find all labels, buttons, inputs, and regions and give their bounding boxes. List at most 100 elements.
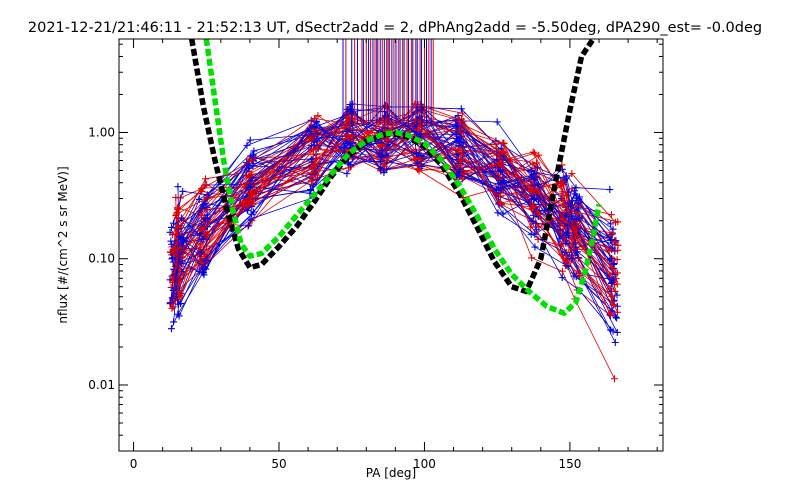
flux-point [614, 218, 622, 226]
flux-point [575, 199, 583, 207]
flux-point [310, 160, 318, 168]
fit-curves [188, 37, 602, 316]
x-tick-label: 150 [558, 457, 581, 471]
flux-point [313, 154, 321, 162]
flux-point [568, 212, 576, 220]
flux-point [571, 228, 579, 236]
flux-point [174, 183, 182, 191]
flux-point [167, 325, 175, 333]
flux-point [168, 223, 176, 231]
flux-trace [169, 108, 617, 319]
flux-point [529, 148, 537, 156]
flux-point [347, 105, 354, 113]
flux-point [611, 287, 619, 295]
y-tick-label: 1.00 [88, 125, 115, 139]
flux-point [167, 237, 175, 245]
flux-point [497, 192, 505, 200]
flux-point [416, 131, 424, 139]
flux-point [576, 271, 584, 279]
flux-point [562, 239, 570, 247]
flux-point [534, 187, 542, 195]
flux-trace [172, 119, 612, 281]
flux-point [613, 328, 621, 336]
flux-point [499, 148, 507, 156]
flux-point [452, 130, 460, 138]
flux-point [384, 136, 392, 144]
flux-point [378, 153, 386, 161]
flux-point [169, 303, 177, 311]
flux-point [493, 118, 501, 126]
flux-point [496, 161, 504, 169]
flux-point [558, 267, 566, 275]
flux-point [244, 197, 252, 205]
flux-point [177, 292, 185, 300]
y-tick-label: 0.10 [88, 252, 115, 266]
plot-frame [118, 38, 664, 452]
flux-point [198, 264, 206, 272]
flux-point [529, 171, 537, 179]
flux-point [173, 286, 181, 294]
flux-point [412, 146, 420, 154]
flux-point [202, 256, 210, 264]
flux-point [613, 291, 621, 299]
flux-point [175, 312, 183, 320]
flux-point [607, 254, 615, 262]
flux-point [572, 249, 580, 257]
flux-point [308, 130, 316, 138]
flux-point [534, 209, 542, 217]
flux-point [177, 244, 185, 252]
flux-point [174, 231, 182, 239]
flux-point [170, 318, 178, 326]
flux-trace [171, 120, 614, 265]
flux-point [457, 148, 465, 156]
flux-point [559, 196, 567, 204]
flux-point [178, 214, 186, 222]
flux-point [342, 139, 350, 147]
x-tick-label: 0 [130, 457, 138, 471]
flux-point [568, 170, 576, 178]
flux-point [563, 229, 571, 237]
flux-point [561, 249, 569, 257]
flux-point [575, 214, 583, 222]
flux-point [529, 160, 537, 168]
flux-point [455, 126, 463, 134]
y-axis-label: nflux [#/(cm^2 s sr MeV)] [56, 166, 70, 323]
flux-trace [172, 115, 618, 235]
flux-point [611, 338, 619, 346]
flux-point [180, 237, 188, 245]
flux-point [558, 192, 566, 200]
flux-point [169, 250, 177, 258]
y-tick-label: 0.01 [88, 378, 115, 392]
flux-point [530, 194, 538, 202]
flux-point [313, 137, 321, 145]
flux-point [568, 255, 576, 263]
flux-point [607, 211, 615, 219]
flux-point [413, 159, 421, 167]
flux-point [169, 275, 177, 283]
flux-point [497, 199, 505, 207]
flux-point [498, 179, 506, 187]
flux-point [417, 106, 425, 114]
flux-trace [174, 105, 611, 316]
flux-point [307, 134, 315, 142]
flux-point [608, 246, 616, 254]
flux-point [456, 156, 464, 164]
flux-trace [175, 119, 616, 249]
flux-point [166, 299, 174, 307]
green-fit-curve [203, 38, 602, 316]
flux-trace [174, 107, 610, 271]
flux-point [344, 131, 352, 139]
flux-trace [177, 118, 618, 313]
flux-trace [172, 140, 616, 305]
flux-point [198, 185, 206, 193]
flux-point [572, 184, 580, 192]
flux-point [608, 292, 616, 300]
flux-point [613, 314, 621, 322]
flux-point [349, 128, 357, 136]
flux-point [458, 109, 466, 117]
x-tick-label: 50 [271, 457, 286, 471]
flux-point [495, 199, 503, 207]
flux-point [570, 272, 578, 280]
flux-point [559, 214, 567, 222]
